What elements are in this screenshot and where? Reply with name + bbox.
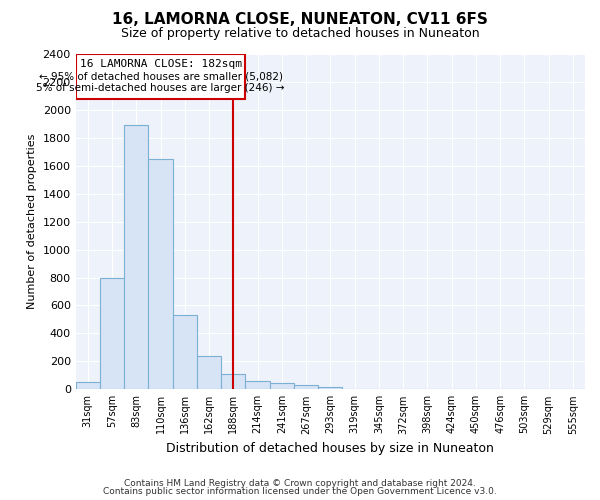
Bar [76,54,245,98]
X-axis label: Distribution of detached houses by size in Nuneaton: Distribution of detached houses by size … [166,442,494,455]
Bar [100,278,124,390]
Y-axis label: Number of detached properties: Number of detached properties [27,134,37,310]
Text: 16 LAMORNA CLOSE: 182sqm: 16 LAMORNA CLOSE: 182sqm [80,59,242,69]
Bar [197,356,221,390]
Bar [343,388,367,390]
Bar [148,159,173,390]
Text: Size of property relative to detached houses in Nuneaton: Size of property relative to detached ho… [121,28,479,40]
Bar [294,385,318,390]
Bar [173,314,197,390]
Bar [221,374,245,390]
Bar [76,382,100,390]
Text: Contains public sector information licensed under the Open Government Licence v3: Contains public sector information licen… [103,487,497,496]
Text: ← 95% of detached houses are smaller (5,082): ← 95% of detached houses are smaller (5,… [38,72,283,82]
Text: Contains HM Land Registry data © Crown copyright and database right 2024.: Contains HM Land Registry data © Crown c… [124,478,476,488]
Bar [124,126,148,390]
Text: 5% of semi-detached houses are larger (246) →: 5% of semi-detached houses are larger (2… [37,83,285,93]
Bar [269,383,294,390]
Text: 16, LAMORNA CLOSE, NUNEATON, CV11 6FS: 16, LAMORNA CLOSE, NUNEATON, CV11 6FS [112,12,488,28]
Bar [245,381,269,390]
Bar [318,387,343,390]
